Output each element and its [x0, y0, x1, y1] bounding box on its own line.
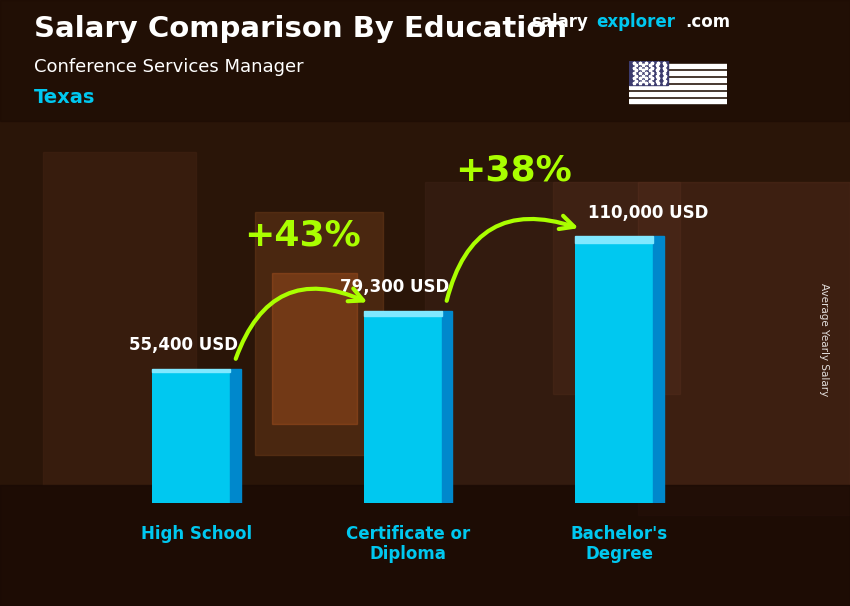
- Text: 79,300 USD: 79,300 USD: [340, 278, 450, 296]
- Bar: [629, 61, 668, 85]
- Bar: [575, 236, 664, 503]
- Bar: [629, 85, 727, 88]
- Bar: [653, 236, 664, 503]
- Text: Texas: Texas: [34, 88, 95, 107]
- Bar: [629, 71, 727, 75]
- Text: Average Yearly Salary: Average Yearly Salary: [819, 283, 829, 396]
- Bar: [638, 182, 850, 515]
- Text: Conference Services Manager: Conference Services Manager: [34, 58, 303, 76]
- Bar: [152, 368, 230, 372]
- Bar: [152, 368, 241, 503]
- Bar: [364, 311, 452, 503]
- Text: 55,400 USD: 55,400 USD: [129, 336, 238, 354]
- Text: +38%: +38%: [456, 154, 572, 188]
- Bar: [364, 311, 442, 316]
- Bar: [629, 92, 727, 96]
- Text: explorer: explorer: [596, 13, 675, 32]
- Bar: [552, 182, 680, 394]
- Bar: [0, 0, 850, 121]
- Bar: [0, 485, 850, 606]
- Bar: [629, 64, 727, 68]
- Text: .com: .com: [685, 13, 730, 32]
- Text: +43%: +43%: [244, 219, 360, 253]
- Bar: [272, 273, 357, 424]
- Text: 110,000 USD: 110,000 USD: [587, 204, 708, 222]
- Bar: [255, 212, 382, 454]
- Bar: [629, 99, 727, 102]
- Bar: [442, 311, 452, 503]
- Bar: [575, 236, 653, 243]
- Bar: [230, 368, 241, 503]
- Text: salary: salary: [531, 13, 588, 32]
- Text: Salary Comparison By Education: Salary Comparison By Education: [34, 15, 567, 43]
- Bar: [629, 78, 727, 82]
- Bar: [42, 152, 196, 485]
- Bar: [425, 182, 638, 485]
